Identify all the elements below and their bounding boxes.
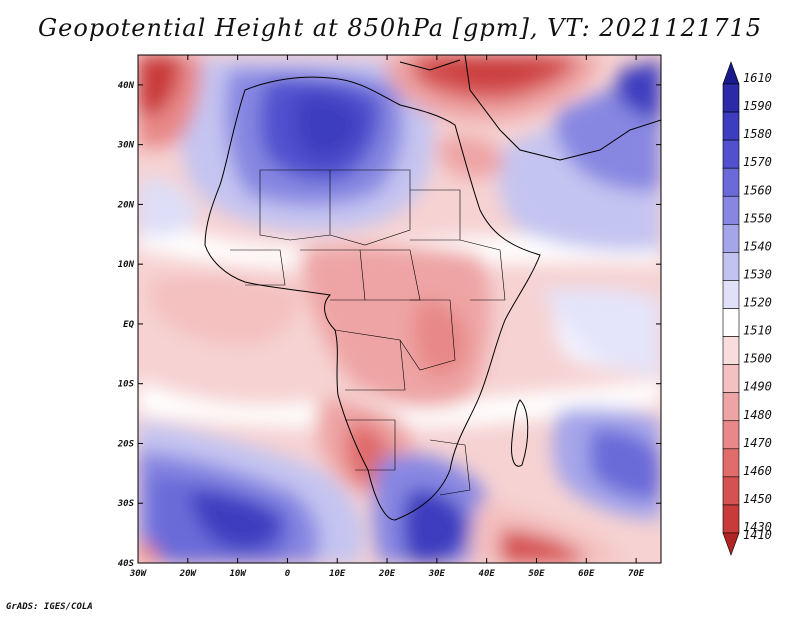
colorbar-label: 1460 (743, 464, 772, 478)
colorbar-swatch (722, 336, 740, 365)
colorbar-swatch (722, 111, 740, 141)
colorbar-swatch (722, 139, 740, 169)
colorbar-label: 1480 (743, 408, 772, 422)
colorbar-swatch (722, 532, 740, 556)
lon-tick-label: 40E (479, 569, 496, 579)
height-field (138, 55, 661, 563)
colorbar-label: 1580 (743, 127, 772, 141)
grads-credit: GrADS: IGES/COLA (6, 602, 93, 612)
colorbar-label: 1560 (743, 183, 772, 197)
lat-tick-label: 20S (117, 439, 135, 449)
colorbar-label: 1530 (743, 267, 772, 281)
colorbar-label: 1470 (743, 436, 772, 450)
colorbar-label: 1610 (743, 71, 772, 85)
map-title: Geopotential Height at 850hPa [gpm], VT:… (38, 14, 762, 42)
colorbar-swatch (722, 364, 740, 393)
lon-tick-label: 70E (628, 569, 645, 579)
coastlines (204, 55, 661, 521)
lon-tick-label: 20E (378, 569, 396, 579)
colorbar-label: 1590 (743, 99, 772, 113)
lon-tick-label: 50E (528, 569, 545, 579)
colorbar-swatch (722, 252, 740, 281)
colorbar-swatch (722, 83, 740, 113)
colorbar-swatch (722, 308, 740, 337)
lat-tick-label: EQ (123, 320, 134, 330)
lat-tick-label: 20N (117, 200, 135, 210)
colorbar-swatch (722, 420, 740, 450)
lat-tick-label: 10S (118, 380, 135, 390)
colorbar-swatch (722, 476, 740, 506)
colorbar-swatch (722, 61, 740, 85)
lat-tick-label: 10N (118, 260, 135, 270)
colorbar-label: 1430 (743, 520, 772, 534)
colorbar-swatch (722, 392, 740, 422)
lon-tick-label: 20W (179, 569, 198, 579)
country-borders (230, 169, 506, 496)
colorbar-label: 1550 (743, 211, 772, 225)
colorbar-swatch (722, 504, 740, 534)
lon-tick-label: 0 (285, 569, 291, 579)
lon-axis: 30W 20W 10W 0 10E 20E 30E 40E 50E 60E 70E (129, 55, 645, 579)
colorbar-label: 1500 (743, 352, 772, 366)
lat-axis: 40N 30N 20N 10N EQ 10S 20S 30S 40S (117, 81, 661, 569)
colorbar-swatch (722, 224, 740, 253)
lon-tick-label: 10E (329, 569, 346, 579)
colorbar: 1610 1590 1580 1570 1560 1550 1540 1530 1520 1510… (722, 61, 772, 556)
colorbar-label: 1570 (743, 155, 772, 169)
colorbar-label: 1540 (743, 239, 772, 253)
lon-tick-label: 30W (129, 569, 148, 579)
lat-tick-label: 40N (118, 81, 135, 91)
lon-tick-label: 10W (229, 569, 247, 579)
colorbar-label: 1450 (743, 492, 772, 506)
lat-tick-label: 40S (118, 559, 135, 569)
lon-tick-label: 30E (428, 569, 446, 579)
lon-tick-label: 60E (578, 569, 595, 579)
colorbar-swatch (722, 195, 740, 225)
colorbar-swatch (722, 448, 740, 478)
colorbar-swatch (722, 280, 740, 309)
colorbar-label: 1520 (743, 296, 772, 310)
lat-tick-label: 30N (117, 141, 135, 151)
plot-frame (137, 54, 662, 564)
colorbar-swatch (722, 167, 740, 197)
colorbar-label: 1410 (743, 528, 772, 542)
lat-tick-label: 30S (117, 499, 135, 509)
colorbar-label: 1490 (743, 380, 772, 394)
colorbar-label: 1510 (743, 324, 772, 338)
